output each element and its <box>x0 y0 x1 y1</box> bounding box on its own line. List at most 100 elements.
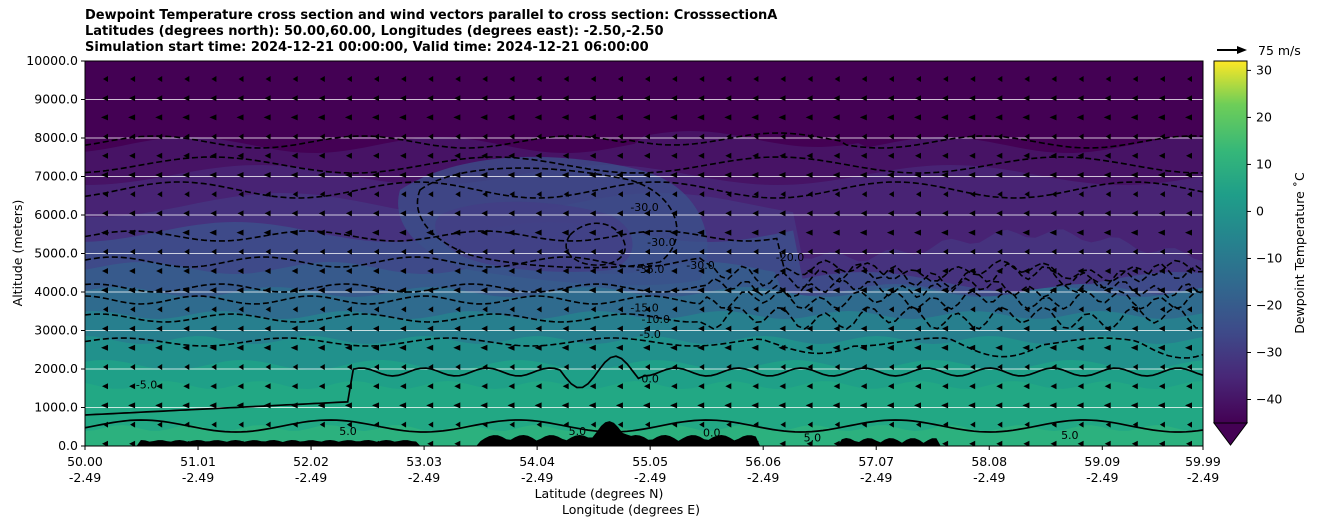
wind-vector <box>1185 114 1192 121</box>
wind-vector <box>671 152 678 159</box>
contour-label: 5.0 <box>339 425 357 438</box>
wind-vector <box>725 95 732 102</box>
wind-vector <box>290 114 298 121</box>
wind-vector <box>806 325 813 332</box>
wind-vector <box>1158 268 1165 274</box>
wind-vector <box>536 76 542 82</box>
wind-vector <box>1187 306 1192 313</box>
wind-vector <box>860 210 867 217</box>
wind-vector <box>970 248 976 255</box>
wind-vector <box>807 133 813 140</box>
wind-vector <box>319 364 325 370</box>
wind-vector <box>995 344 1003 351</box>
wind-vector <box>1023 152 1030 159</box>
contour-dashed-inner <box>565 222 626 266</box>
wind-vector <box>1078 133 1084 140</box>
wind-vector <box>263 114 271 121</box>
wind-vector <box>1076 402 1084 409</box>
wind-vector <box>128 402 136 409</box>
wind-vector <box>428 306 434 313</box>
wind-vector <box>101 344 108 351</box>
wind-vector <box>344 229 352 236</box>
wind-vector <box>130 421 136 428</box>
wind-vector <box>644 440 650 446</box>
wind-vector <box>236 114 244 121</box>
wind-vector <box>374 76 379 82</box>
wind-vectors <box>101 76 1192 446</box>
wind-vector <box>1077 152 1084 159</box>
wind-vector <box>291 152 298 159</box>
wind-vector <box>588 172 596 178</box>
wind-vector <box>886 402 894 409</box>
wind-vector <box>914 287 921 294</box>
wind-vector <box>454 95 461 102</box>
wind-vector <box>1103 229 1111 236</box>
wind-vector <box>1078 421 1084 428</box>
wind-vector <box>1050 440 1057 446</box>
wind-vector <box>752 325 759 332</box>
wind-vector <box>834 133 840 140</box>
wind-vector <box>346 191 352 198</box>
wind-vector <box>834 76 840 82</box>
wind-vector <box>237 95 244 102</box>
wind-vector <box>1023 95 1030 102</box>
wind-vector <box>426 402 434 409</box>
wind-vector <box>210 210 217 217</box>
wind-vector <box>887 95 894 102</box>
wind-vector <box>644 95 650 102</box>
wind-vector <box>779 440 786 446</box>
x-axis-label-longitude: Longitude (degrees E) <box>562 502 700 517</box>
wind-vector <box>645 306 650 313</box>
x-tick-label-lon: -2.49 <box>182 470 214 485</box>
wind-vector <box>209 287 217 294</box>
colorbar-tick-label: −20 <box>1256 297 1282 312</box>
wind-vector <box>264 95 271 102</box>
wind-vector <box>292 248 298 255</box>
wind-vector <box>480 287 488 294</box>
wind-vector <box>265 76 271 82</box>
wind-vector <box>182 229 190 236</box>
wind-vector <box>454 440 461 446</box>
wind-vector <box>427 325 434 332</box>
wind-vector <box>615 172 623 178</box>
wind-vector <box>589 95 596 102</box>
wind-vector <box>1131 325 1138 332</box>
wind-vector <box>265 133 271 140</box>
wind-vector <box>291 268 298 274</box>
wind-vector <box>129 325 136 332</box>
wind-vector <box>509 364 515 370</box>
wind-key-label: 75 m/s <box>1258 43 1301 58</box>
wind-vector <box>480 172 488 178</box>
wind-vector <box>915 210 921 217</box>
wind-vector <box>617 306 623 313</box>
wind-vector <box>453 287 461 294</box>
contour-label: -5.0 <box>639 328 660 341</box>
wind-vector <box>672 248 678 255</box>
y-tick-label: 9000.0 <box>34 92 78 107</box>
wind-vector <box>806 268 813 274</box>
wind-vector <box>237 268 244 274</box>
wind-vector <box>428 76 434 82</box>
wind-vector <box>265 364 271 370</box>
wind-vector <box>1076 229 1084 236</box>
wind-vector <box>833 210 840 217</box>
wind-vector <box>480 344 488 351</box>
y-tick-label: 6000.0 <box>34 207 78 222</box>
wind-vector <box>481 268 488 274</box>
wind-vector <box>1131 210 1138 217</box>
wind-vector <box>643 114 650 121</box>
wind-vector <box>1158 440 1165 446</box>
wind-vector <box>832 229 840 236</box>
wind-vector <box>236 402 244 409</box>
x-tick-label-lat: 50.00 <box>67 454 103 469</box>
wind-vector <box>319 421 325 428</box>
wind-vector <box>968 402 976 409</box>
wind-vector <box>156 325 163 332</box>
wind-vector <box>1132 191 1138 198</box>
colorbar: −40 −30 −20 −10 0 10 20 30 Dewpoint Temperature… <box>1213 60 1307 446</box>
wind-vector <box>861 248 867 255</box>
wind-vector <box>1132 421 1138 428</box>
wind-vector <box>155 172 163 178</box>
wind-vector <box>997 421 1003 428</box>
wind-vector <box>210 268 217 274</box>
